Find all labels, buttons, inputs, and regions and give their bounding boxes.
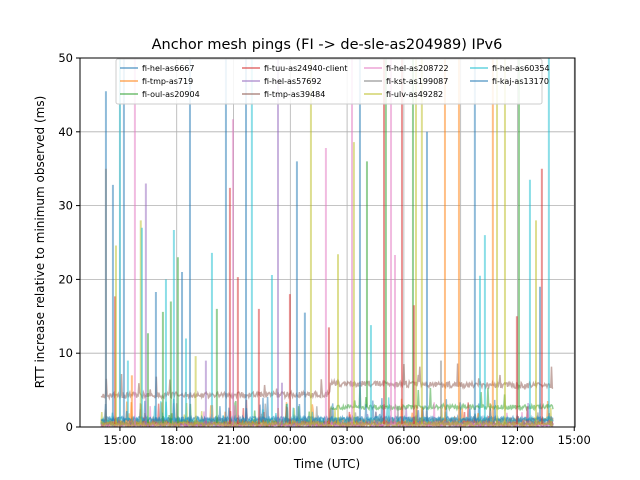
y-tick-label: 50 [58, 51, 73, 65]
legend-entry: fi-tuu-as24940-client [264, 64, 347, 73]
legend-entry: fi-kaj-as13170 [492, 77, 549, 86]
legend-entry: fi-hel-as208722 [386, 64, 449, 73]
legend-entry: fi-kst-as199087 [386, 77, 448, 86]
x-tick-label: 09:00 [444, 433, 477, 447]
legend: fi-hel-as6667 fi-tmp-as719 fi-oul-as20904 f… [115, 58, 550, 105]
x-tick-label: 15:00 [103, 433, 136, 447]
x-tick-label: 12:00 [501, 433, 534, 447]
y-axis: 0 10 20 30 40 50 [58, 51, 80, 434]
grid [80, 57, 575, 428]
chart-title: Anchor mesh pings (FI -> de-sle-as204989… [152, 37, 503, 53]
plot-frame [79, 57, 576, 428]
series-line-fi-kaj-as13170 [101, 396, 554, 424]
legend-entry: fi-tmp-as719 [142, 77, 193, 86]
y-tick-label: 20 [58, 272, 73, 286]
x-axis: 15:00 18:00 21:00 00:00 03:00 06:00 09:00 12:00… [103, 427, 591, 447]
x-tick-label: 06:00 [387, 433, 420, 447]
legend-entry: fi-hel-as6667 [142, 64, 194, 73]
series-line-fi-ulv-as49282 [100, 402, 554, 427]
legend-entry: fi-ulv-as49282 [386, 90, 443, 99]
legend-entry: fi-hel-as57692 [264, 77, 322, 86]
legend-entry: fi-oul-as20904 [142, 90, 200, 99]
y-tick-label: 40 [58, 125, 73, 139]
x-tick-label: 03:00 [331, 433, 364, 447]
x-tick-label: 00:00 [274, 433, 307, 447]
x-tick-label: 18:00 [160, 433, 193, 447]
plot-marks [100, 58, 554, 427]
x-tick-label: 15:00 [558, 433, 591, 447]
legend-entry: fi-tmp-as39484 [264, 90, 325, 99]
x-tick-label: 21:00 [217, 433, 250, 447]
y-tick-label: 30 [58, 199, 73, 213]
legend-entry: fi-hel-as60354 [492, 64, 550, 73]
x-axis-label: Time (UTC) [293, 457, 360, 471]
series-line-fi-tmp-as39484 [100, 363, 554, 401]
y-tick-label: 10 [58, 346, 73, 360]
y-tick-label: 0 [66, 420, 73, 434]
y-axis-label: RTT increase relative to minimum observe… [33, 96, 47, 389]
